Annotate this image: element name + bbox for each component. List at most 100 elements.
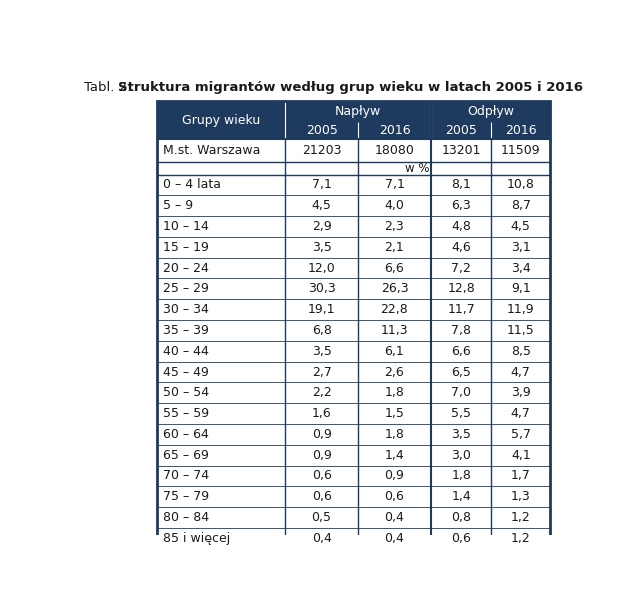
Text: 40 – 44: 40 – 44 [162, 345, 208, 358]
Text: 0,6: 0,6 [312, 469, 332, 483]
Text: 7,8: 7,8 [451, 324, 471, 337]
Text: 8,5: 8,5 [511, 345, 531, 358]
Text: 1,8: 1,8 [384, 428, 404, 441]
Text: 70 – 74: 70 – 74 [162, 469, 209, 483]
Text: 11,5: 11,5 [507, 324, 534, 337]
Text: 5 – 9: 5 – 9 [162, 199, 193, 212]
Text: 4,6: 4,6 [451, 241, 471, 254]
Text: 22,8: 22,8 [381, 303, 409, 316]
Text: 1,8: 1,8 [451, 469, 471, 483]
Text: 1,5: 1,5 [384, 407, 404, 420]
Text: 11,9: 11,9 [507, 303, 534, 316]
Text: 7,1: 7,1 [384, 178, 404, 192]
Text: 13201: 13201 [441, 144, 481, 157]
Text: 4,7: 4,7 [511, 365, 531, 379]
Text: 2016: 2016 [505, 124, 537, 137]
Text: 1,2: 1,2 [511, 511, 531, 524]
Text: Napływ: Napływ [335, 105, 381, 118]
Text: 11509: 11509 [501, 144, 541, 157]
Text: 2005: 2005 [306, 124, 337, 137]
Text: 11,3: 11,3 [381, 324, 409, 337]
Text: 0,9: 0,9 [312, 449, 332, 462]
Text: 10,8: 10,8 [507, 178, 534, 192]
Text: 7,1: 7,1 [312, 178, 332, 192]
Text: Tabl. 2.: Tabl. 2. [84, 81, 135, 94]
Text: 21203: 21203 [302, 144, 342, 157]
Text: 7,0: 7,0 [451, 386, 471, 399]
Text: 4,0: 4,0 [384, 199, 404, 212]
Text: 3,1: 3,1 [511, 241, 531, 254]
Text: 4,8: 4,8 [451, 220, 471, 233]
Text: 19,1: 19,1 [308, 303, 335, 316]
Text: 0 – 4 lata: 0 – 4 lata [162, 178, 221, 192]
Text: 3,0: 3,0 [451, 449, 471, 462]
Text: 0,6: 0,6 [384, 490, 404, 503]
Text: 35 – 39: 35 – 39 [162, 324, 208, 337]
Text: 3,4: 3,4 [511, 261, 531, 275]
Text: 80 – 84: 80 – 84 [162, 511, 209, 524]
Text: 2016: 2016 [379, 124, 410, 137]
Text: 20 – 24: 20 – 24 [162, 261, 208, 275]
Text: 0,9: 0,9 [312, 428, 332, 441]
Text: 55 – 59: 55 – 59 [162, 407, 209, 420]
Bar [156, 102, 551, 139]
Text: 7,2: 7,2 [451, 261, 471, 275]
Text: 9,1: 9,1 [511, 282, 531, 295]
Text: 2005: 2005 [445, 124, 477, 137]
Text: 0,9: 0,9 [384, 469, 404, 483]
Text: 25 – 29: 25 – 29 [162, 282, 208, 295]
Text: 4,1: 4,1 [511, 449, 531, 462]
Text: 50 – 54: 50 – 54 [162, 386, 209, 399]
Text: 6,6: 6,6 [451, 345, 471, 358]
Text: 6,8: 6,8 [312, 324, 332, 337]
Text: w %: w % [405, 162, 430, 175]
Text: 0,4: 0,4 [312, 532, 332, 545]
Text: 1,6: 1,6 [312, 407, 332, 420]
Text: 15 – 19: 15 – 19 [162, 241, 208, 254]
Text: 0,4: 0,4 [384, 532, 404, 545]
Text: 8,7: 8,7 [511, 199, 531, 212]
Text: 0,5: 0,5 [312, 511, 332, 524]
Text: 85 i więcej: 85 i więcej [162, 532, 230, 545]
Text: Struktura migrantów według grup wieku w latach 2005 i 2016: Struktura migrantów według grup wieku w … [118, 81, 583, 94]
Text: 2,2: 2,2 [312, 386, 332, 399]
Bar [156, 102, 551, 549]
Text: 2,1: 2,1 [384, 241, 404, 254]
Text: 8,1: 8,1 [451, 178, 471, 192]
Text: M.st. Warszawa: M.st. Warszawa [162, 144, 260, 157]
Text: Grupy wieku: Grupy wieku [182, 114, 260, 127]
Text: 11,7: 11,7 [447, 303, 475, 316]
Text: 75 – 79: 75 – 79 [162, 490, 209, 503]
Text: 6,5: 6,5 [451, 365, 471, 379]
Text: 3,9: 3,9 [511, 386, 531, 399]
Text: 3,5: 3,5 [451, 428, 471, 441]
Text: 6,6: 6,6 [384, 261, 404, 275]
Text: 3,5: 3,5 [312, 345, 332, 358]
Text: 30 – 34: 30 – 34 [162, 303, 208, 316]
Text: 5,7: 5,7 [511, 428, 531, 441]
Text: 1,3: 1,3 [511, 490, 531, 503]
Text: 0,4: 0,4 [384, 511, 404, 524]
Text: 1,7: 1,7 [511, 469, 531, 483]
Text: 65 – 69: 65 – 69 [162, 449, 208, 462]
Text: 60 – 64: 60 – 64 [162, 428, 208, 441]
Text: 1,4: 1,4 [384, 449, 404, 462]
Text: 30,3: 30,3 [308, 282, 335, 295]
Text: 1,2: 1,2 [511, 532, 531, 545]
Text: Odpływ: Odpływ [467, 105, 514, 118]
Text: 2,3: 2,3 [384, 220, 404, 233]
Text: 0,6: 0,6 [451, 532, 471, 545]
Text: 1,8: 1,8 [384, 386, 404, 399]
Text: 5,5: 5,5 [451, 407, 471, 420]
Text: 10 – 14: 10 – 14 [162, 220, 208, 233]
Text: 26,3: 26,3 [381, 282, 409, 295]
Text: 2,9: 2,9 [312, 220, 332, 233]
Text: 0,8: 0,8 [451, 511, 471, 524]
Text: 4,7: 4,7 [511, 407, 531, 420]
Text: 6,1: 6,1 [384, 345, 404, 358]
Text: 3,5: 3,5 [312, 241, 332, 254]
Text: 0,6: 0,6 [312, 490, 332, 503]
Text: 12,8: 12,8 [447, 282, 475, 295]
Text: 18080: 18080 [374, 144, 414, 157]
Text: 4,5: 4,5 [312, 199, 332, 212]
